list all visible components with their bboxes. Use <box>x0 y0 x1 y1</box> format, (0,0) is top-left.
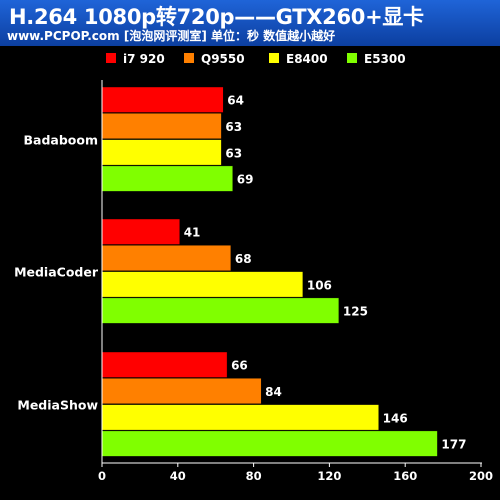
chart-subtitle: www.PCPOP.com [泡泡网评测室] 单位：秒 数值越小越好 <box>7 29 336 43</box>
legend-label: i7 920 <box>123 52 165 66</box>
bar-value-label: 146 <box>383 411 408 425</box>
chart-title: H.264 1080p转720p——GTX260+显卡 <box>9 5 424 29</box>
legend-label: Q9550 <box>201 52 245 66</box>
x-tick-label: 0 <box>98 469 106 483</box>
category-label: Badaboom <box>24 133 99 148</box>
bar-value-label: 84 <box>265 385 282 399</box>
bar <box>101 271 304 298</box>
legend-swatch <box>106 53 116 63</box>
bar <box>101 297 340 324</box>
bar <box>101 139 222 166</box>
x-tick-label: 160 <box>393 469 417 483</box>
x-tick-label: 120 <box>317 469 341 483</box>
bar <box>101 165 233 192</box>
bar-value-label: 68 <box>235 252 252 266</box>
chart-header: H.264 1080p转720p——GTX260+显卡 www.PCPOP.co… <box>0 0 500 46</box>
bar-value-label: 63 <box>225 120 242 134</box>
x-tick-label: 40 <box>170 469 186 483</box>
bar <box>101 113 222 140</box>
legend-label: E8400 <box>286 52 328 66</box>
bar <box>101 245 232 272</box>
bar <box>101 378 262 404</box>
axes-layer: 0 40 80 120 160 200 <box>98 80 493 483</box>
bar <box>101 351 228 378</box>
bar-value-label: 41 <box>184 226 201 240</box>
bar-value-label: 69 <box>237 173 254 187</box>
bar-value-label: 63 <box>225 146 242 160</box>
x-tick-label: 200 <box>469 469 493 483</box>
bar-value-label: 177 <box>441 438 466 452</box>
bar <box>101 218 180 245</box>
category-label: MediaCoder <box>14 265 99 280</box>
bar-value-label: 106 <box>307 278 332 292</box>
bar-value-label: 66 <box>231 359 248 373</box>
legend-label: E5300 <box>364 52 406 66</box>
bars-layer: 64 63 63 69 Badaboom 41 68 106 125 MediaCoder 66 84… <box>14 86 466 457</box>
bar <box>101 86 224 113</box>
category-label: MediaShow <box>17 398 98 413</box>
bar <box>101 430 438 457</box>
legend-swatch <box>347 53 357 63</box>
bar-value-label: 125 <box>343 305 368 319</box>
x-tick-label: 80 <box>246 469 262 483</box>
bar <box>101 404 379 431</box>
legend: i7 920 Q9550 E8400 E5300 <box>106 52 406 66</box>
bar-value-label: 64 <box>227 94 244 108</box>
legend-swatch <box>269 53 279 63</box>
legend-swatch <box>184 53 194 63</box>
